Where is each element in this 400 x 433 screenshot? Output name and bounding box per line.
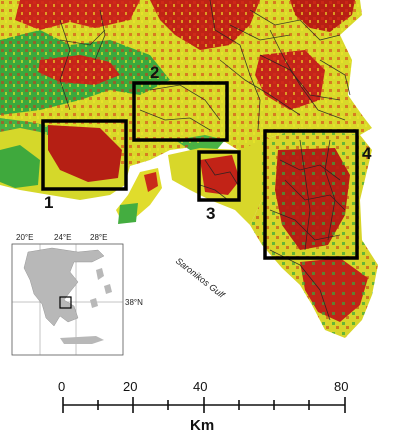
inset-map — [11, 243, 124, 356]
inset-lon-label-24: 24°E — [54, 233, 71, 242]
scale-label-80: 80 — [334, 379, 348, 394]
red-zone-area-3 — [200, 155, 240, 195]
study-area-4-label: 4 — [362, 144, 372, 163]
inset-study-area-marker — [59, 296, 72, 309]
scale-label-20: 20 — [123, 379, 137, 394]
study-area-2-label: 2 — [150, 63, 159, 82]
gulf-label: Saronikos Gulf — [174, 256, 228, 301]
study-area-3-box[interactable] — [197, 150, 241, 202]
inset-lon-label-28: 28°E — [90, 233, 107, 242]
municipal-boundaries — [59, 0, 351, 321]
study-area-2-box[interactable] — [132, 81, 229, 142]
study-area-boxes — [41, 81, 359, 260]
crete — [60, 336, 104, 344]
scale-bar — [62, 397, 346, 413]
study-area-1-label: 1 — [44, 193, 53, 212]
inset-lat-label: 38°N — [125, 298, 143, 307]
scale-label-0: 0 — [58, 379, 65, 394]
island-west-green — [118, 203, 138, 224]
study-area-4-box[interactable] — [263, 129, 359, 260]
scale-label-40: 40 — [193, 379, 207, 394]
scale-unit-label: Km — [190, 417, 214, 433]
study-area-3-label: 3 — [206, 204, 215, 223]
inset-lon-label-20: 20°E — [16, 233, 33, 242]
greece-mainland — [23, 247, 105, 327]
map-texture-south — [250, 128, 378, 338]
greece-islands-east — [90, 268, 112, 308]
risk-map — [0, 0, 378, 338]
study-area-1-box[interactable] — [41, 119, 128, 191]
island-west-red — [144, 172, 158, 192]
green-zone-southwest — [0, 145, 40, 188]
red-zone-area-1 — [48, 125, 122, 182]
